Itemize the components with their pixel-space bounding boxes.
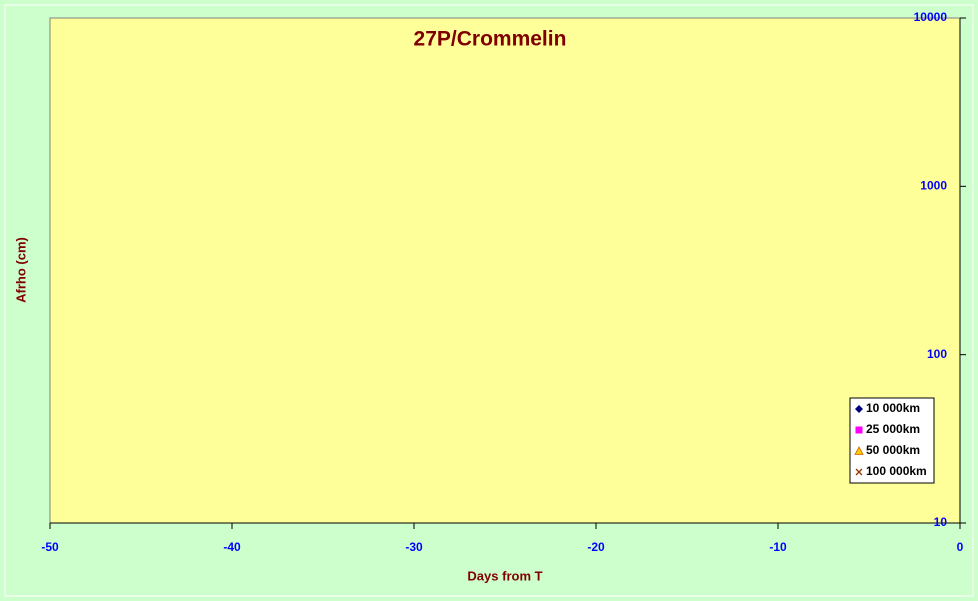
legend-label: 100 000km [866, 464, 927, 478]
x-tick-label: -10 [769, 540, 787, 554]
legend-marker [855, 426, 863, 434]
y-tick-label: 10 [934, 515, 948, 529]
legend-label: 25 000km [866, 422, 920, 436]
legend-marker [855, 468, 863, 476]
x-tick-label: -30 [405, 540, 423, 554]
x-tick-label: -40 [223, 540, 241, 554]
y-tick-label: 1000 [920, 179, 947, 193]
y-tick-label: 10000 [914, 10, 948, 24]
x-tick-label: -20 [587, 540, 605, 554]
y-axis-label: Afrho (cm) [13, 237, 28, 303]
legend-marker [855, 405, 863, 413]
legend-label: 10 000km [866, 401, 920, 415]
x-axis-label: Days from T [467, 568, 542, 583]
legend-marker [854, 446, 864, 455]
y-tick-label: 100 [927, 347, 947, 361]
chart-title: 27P/Crommelin [414, 28, 567, 51]
plot-area [49, 17, 961, 524]
legend-label: 50 000km [866, 443, 920, 457]
legend-box [849, 397, 935, 484]
chart-frame [4, 4, 974, 597]
x-tick-label: 0 [957, 540, 964, 554]
x-tick-label: -50 [41, 540, 59, 554]
